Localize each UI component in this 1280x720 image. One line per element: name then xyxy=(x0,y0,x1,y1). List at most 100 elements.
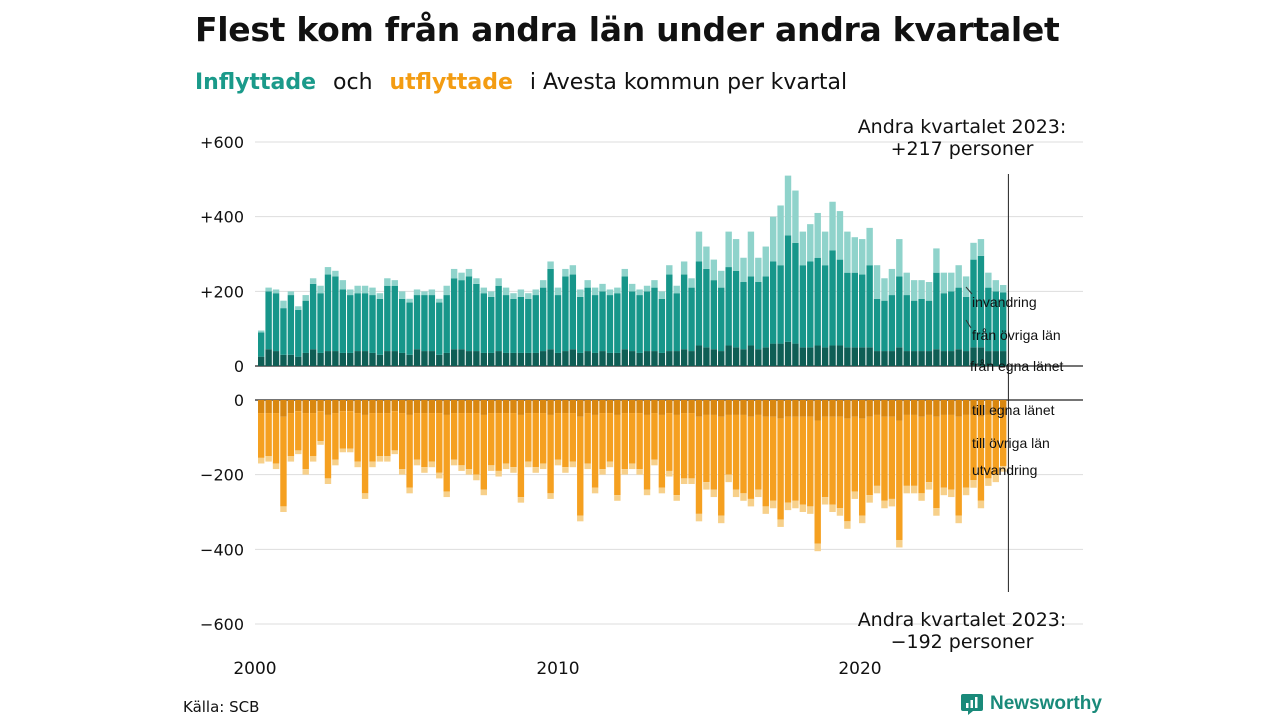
bar-utvandring xyxy=(799,504,807,512)
bar-fran-ovriga-lan xyxy=(747,276,755,346)
bar-invandring xyxy=(302,295,309,301)
bar-fran-egna-lanet xyxy=(265,349,272,366)
bar-fran-egna-lanet xyxy=(821,347,829,366)
bar-utvandring xyxy=(621,469,628,475)
bar-till-egna-lanet xyxy=(732,400,740,415)
bar-fran-ovriga-lan xyxy=(369,295,376,353)
bar-invandring xyxy=(317,285,324,294)
bar-invandring xyxy=(948,272,955,292)
bar-utvandring xyxy=(725,474,732,483)
bar-fran-egna-lanet xyxy=(658,352,666,366)
bottom-y-tick-label: −400 xyxy=(200,540,244,559)
bar-utvandring xyxy=(495,470,502,477)
bar-till-egna-lanet xyxy=(896,400,903,421)
bar-invandring xyxy=(369,287,376,296)
bar-till-ovriga-lan xyxy=(985,414,992,479)
bar-fran-egna-lanet xyxy=(933,349,940,366)
bar-till-ovriga-lan xyxy=(829,416,836,505)
bar-till-egna-lanet xyxy=(376,400,384,414)
bar-fran-ovriga-lan xyxy=(977,255,985,348)
bar-till-egna-lanet xyxy=(792,400,799,417)
bar-fran-egna-lanet xyxy=(629,351,636,366)
bar-utvandring xyxy=(666,470,673,477)
bar-utvandring xyxy=(473,474,480,481)
bar-utvandring xyxy=(272,463,280,470)
bar-utvandring xyxy=(910,485,918,494)
bar-utvandring xyxy=(792,500,799,509)
bar-fran-ovriga-lan xyxy=(940,293,948,352)
bar-utvandring xyxy=(584,463,591,470)
bar-till-ovriga-lan xyxy=(272,413,280,464)
bar-till-ovriga-lan xyxy=(762,416,769,507)
bar-invandring xyxy=(465,268,473,277)
bar-fran-egna-lanet xyxy=(562,351,569,366)
bar-fran-ovriga-lan xyxy=(547,268,554,350)
bar-till-ovriga-lan xyxy=(577,416,584,516)
bar-invandring xyxy=(732,239,740,271)
bar-invandring xyxy=(851,237,858,273)
bar-till-ovriga-lan xyxy=(636,413,643,470)
bar-utvandring xyxy=(784,502,792,511)
bar-till-egna-lanet xyxy=(821,400,829,417)
bar-invandring xyxy=(473,278,480,284)
bar-utvandring xyxy=(925,482,933,490)
bar-till-egna-lanet xyxy=(539,400,547,414)
bar-till-egna-lanet xyxy=(502,400,510,414)
bar-utvandring xyxy=(354,461,361,468)
bar-fran-ovriga-lan xyxy=(836,259,844,346)
bar-utvandring xyxy=(428,461,436,468)
subtitle-utflyttade: utflyttade xyxy=(389,70,513,95)
bar-fran-egna-lanet xyxy=(599,351,606,366)
bar-utvandring xyxy=(962,487,970,496)
bar-fran-ovriga-lan xyxy=(740,282,747,350)
bar-till-egna-lanet xyxy=(265,400,272,414)
bar-till-egna-lanet xyxy=(992,400,999,415)
bar-invandring xyxy=(703,246,710,269)
bar-fran-egna-lanet xyxy=(488,352,495,366)
bar-till-ovriga-lan xyxy=(614,414,621,496)
bar-fran-ovriga-lan xyxy=(339,289,347,353)
bar-till-ovriga-lan xyxy=(606,413,614,462)
bar-till-ovriga-lan xyxy=(629,413,636,464)
bar-till-ovriga-lan xyxy=(495,413,502,471)
bar-utvandring xyxy=(844,521,851,529)
bar-till-egna-lanet xyxy=(577,400,584,417)
bar-invandring xyxy=(695,231,703,262)
bar-utvandring xyxy=(807,506,814,514)
chart-subtitle: Inflyttade och utflyttade i Avesta kommu… xyxy=(195,70,857,95)
bar-till-ovriga-lan xyxy=(888,416,896,499)
bar-invandring xyxy=(539,280,547,288)
bar-till-egna-lanet xyxy=(584,400,591,414)
bar-till-egna-lanet xyxy=(1000,400,1007,415)
bar-utvandring xyxy=(569,461,577,468)
bar-till-ovriga-lan xyxy=(398,413,406,470)
bar-utvandring xyxy=(762,506,769,514)
bar-fran-ovriga-lan xyxy=(755,282,762,350)
bar-till-egna-lanet xyxy=(636,400,643,414)
bar-till-egna-lanet xyxy=(881,400,888,417)
bar-utvandring xyxy=(992,474,999,483)
bar-invandring xyxy=(525,293,532,299)
bar-invandring xyxy=(428,289,436,296)
bar-till-ovriga-lan xyxy=(376,413,384,456)
bar-invandring xyxy=(413,289,421,296)
bar-invandring xyxy=(985,272,992,288)
bar-utvandring xyxy=(866,495,873,503)
bar-till-egna-lanet xyxy=(339,400,347,412)
bar-utvandring xyxy=(755,489,762,498)
bar-invandring xyxy=(814,212,821,258)
bar-till-egna-lanet xyxy=(658,400,666,415)
bar-utvandring xyxy=(384,455,391,462)
bar-till-ovriga-lan xyxy=(977,416,985,501)
bar-till-ovriga-lan xyxy=(621,413,628,470)
bar-till-ovriga-lan xyxy=(910,414,918,486)
bar-invandring xyxy=(629,283,636,292)
bar-fran-ovriga-lan xyxy=(703,268,710,348)
source-label: Källa: SCB xyxy=(183,698,260,716)
bar-utvandring xyxy=(651,459,658,466)
bar-fran-ovriga-lan xyxy=(347,295,354,353)
bar-utvandring xyxy=(510,467,517,473)
bar-till-ovriga-lan xyxy=(814,420,821,544)
bar-fran-ovriga-lan xyxy=(517,296,525,353)
bar-invandring xyxy=(859,239,866,275)
